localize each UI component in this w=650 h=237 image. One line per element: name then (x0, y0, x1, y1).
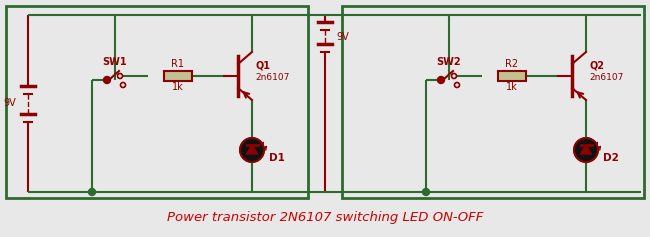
Text: 1k: 1k (506, 82, 518, 92)
Text: Power transistor 2N6107 switching LED ON-OFF: Power transistor 2N6107 switching LED ON… (167, 211, 483, 224)
Text: Q2: Q2 (589, 61, 604, 71)
FancyBboxPatch shape (498, 71, 526, 81)
Circle shape (422, 188, 430, 196)
Circle shape (574, 138, 598, 162)
Text: 2n6107: 2n6107 (589, 73, 623, 82)
Text: R2: R2 (506, 59, 519, 69)
Text: Q1: Q1 (255, 61, 270, 71)
Text: 9V: 9V (336, 32, 349, 42)
Circle shape (88, 188, 96, 196)
Polygon shape (246, 145, 257, 154)
Text: D1: D1 (269, 153, 285, 163)
Text: R1: R1 (172, 59, 185, 69)
Text: 9V: 9V (3, 99, 16, 109)
Polygon shape (580, 145, 592, 154)
Text: SW2: SW2 (437, 57, 461, 67)
Circle shape (103, 77, 111, 83)
FancyBboxPatch shape (164, 71, 192, 81)
Circle shape (240, 138, 264, 162)
Text: D2: D2 (603, 153, 619, 163)
Text: 2n6107: 2n6107 (255, 73, 289, 82)
Text: SW1: SW1 (103, 57, 127, 67)
Circle shape (437, 77, 445, 83)
Text: 1k: 1k (172, 82, 184, 92)
